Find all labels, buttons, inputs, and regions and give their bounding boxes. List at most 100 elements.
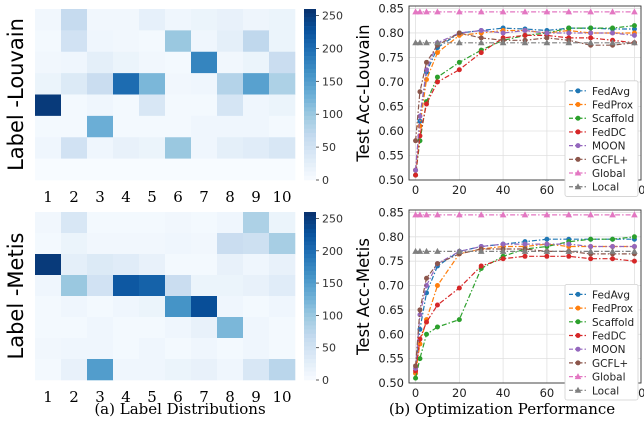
y-tick-label: 0.50 [378,376,404,390]
heatmap-cell [113,94,140,117]
heatmap-cell [191,115,218,138]
data-point [434,324,440,330]
colorbar-segment [304,64,316,70]
legend-label: FedDC [592,127,626,139]
colorbar-segment [304,354,316,360]
heatmap-cell [165,317,192,339]
colorbar-tick-label: 200 [322,42,343,55]
data-point [522,253,528,259]
y-tick-label: 0.65 [378,99,404,113]
heatmap-cell [87,233,114,255]
heatmap-cell [191,338,218,360]
colorbar-segment [304,308,316,314]
heatmap-cell [243,233,270,255]
data-point [424,101,430,107]
data-point [610,25,616,31]
heatmap-cell [87,137,114,159]
x-tick-label: 10 [272,188,291,206]
y-axis-label: Test Acc-Louvain [354,24,373,162]
colorbar-segment [304,325,316,330]
colorbar-segment [304,56,316,61]
data-point [456,67,462,73]
heatmap-cell [191,212,218,234]
data-point [631,258,637,264]
x-tick-label: 9 [251,388,261,406]
data-point [456,59,462,65]
colorbar-segment [304,317,316,322]
y-tick-label: 0.85 [378,1,404,15]
heatmap-cell [269,254,296,276]
colorbar-segment [304,375,316,381]
heatmap-cell [243,296,270,318]
legend-label: Global [592,372,626,384]
colorbar-segment [304,51,316,57]
heatmap-cell [87,317,114,339]
data-point [499,8,507,15]
data-point [543,8,551,15]
heatmap-cell [243,359,270,381]
heatmap-cell [217,296,244,318]
data-point [588,244,594,250]
data-point [434,79,440,85]
legend-marker [575,332,581,338]
data-point [413,167,419,173]
colorbar-segment [304,342,316,347]
x-tick-label: 4 [121,188,131,206]
heatmap-cell [269,338,296,360]
heatmap-cell [243,94,270,117]
heatmap-cell [269,137,296,159]
heatmap-cell [35,254,62,276]
y-axis-label: Test Acc-Metis [354,238,373,356]
data-point [456,211,463,218]
heatmap-cell [217,158,244,181]
heatmap-cell [243,338,270,360]
legend-marker [574,183,582,190]
data-point [478,263,484,269]
colorbar-segment [304,367,316,372]
heatmap-cell [269,30,296,53]
heatmap-cell [139,115,166,138]
legend-marker [575,291,581,297]
data-point [587,8,594,15]
data-point [417,336,423,342]
heatmap-cell [113,51,140,74]
colorbar-segment [304,154,316,159]
data-point [434,74,440,80]
y-tick-label: 0.65 [378,303,404,317]
data-point [588,236,594,242]
colorbar-segment [304,94,316,100]
heatmap-cell [61,359,88,381]
legend-box [564,283,639,401]
colorbar-segment [304,300,316,305]
data-point [423,39,430,46]
colorbar-tick-label: 0 [322,374,329,387]
data-point [588,256,594,262]
data-point [631,8,638,15]
heatmap-cell [191,9,218,31]
x-tick-label: 0 [412,183,419,197]
heatmap-cell [217,212,244,234]
x-tick-label: 9 [251,188,261,206]
heatmap-cell [243,137,270,159]
heatmap-cell [191,158,218,181]
heatmap-cell [113,137,140,159]
heatmap-cell [191,317,218,339]
colorbar-tick-label: 150 [322,75,343,88]
heatmap-cell [165,94,192,117]
colorbar-segment [304,68,316,74]
heatmap-cell [191,30,218,53]
heatmap-cell [35,73,62,95]
data-point [477,39,485,46]
data-point [478,50,484,56]
data-point [521,8,529,15]
heatmap-cell [165,158,192,181]
colorbar-segment [304,241,316,246]
data-point [544,30,550,36]
heatmap-cell [139,137,166,159]
heatmap-cell [35,338,62,360]
heatmap-cell [217,359,244,381]
heatmap-cell [87,9,114,31]
heatmap-cell [217,317,244,339]
data-point [416,247,424,254]
